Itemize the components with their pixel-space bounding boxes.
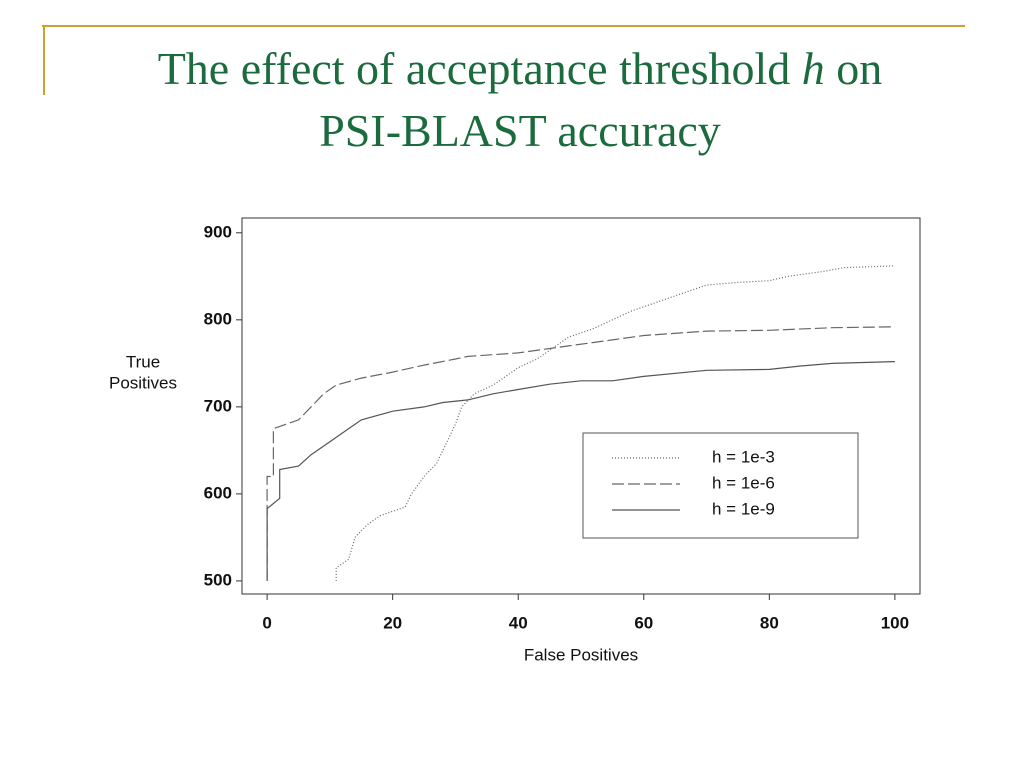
x-tick-label: 60	[634, 613, 653, 632]
x-tick-label: 20	[383, 613, 402, 632]
y-axis-label: True	[126, 352, 160, 371]
plot-frame	[241, 217, 921, 595]
x-tick-label: 100	[881, 613, 909, 632]
y-tick-label: 800	[204, 309, 232, 328]
title-part: PSI-BLAST accuracy	[319, 105, 721, 156]
x-tick-label: 0	[262, 613, 271, 632]
series-line	[266, 326, 895, 581]
y-axis-label: Positives	[109, 373, 177, 392]
title-part: on	[836, 43, 883, 94]
legend-label: h = 1e-3	[712, 447, 775, 466]
y-tick-label: 900	[204, 222, 232, 241]
y-tick-label: 500	[204, 570, 232, 589]
legend-label: h = 1e-6	[712, 473, 775, 492]
x-axis-label: False Positives	[524, 645, 638, 664]
title-part: h	[801, 43, 825, 94]
x-tick-label: 80	[760, 613, 779, 632]
legend-label: h = 1e-9	[712, 499, 775, 518]
title-part: The effect of acceptance threshold	[157, 43, 791, 94]
slide-title: The effect of acceptance threshold h on P…	[60, 38, 980, 162]
y-tick-label: 600	[204, 483, 232, 502]
y-tick-label: 700	[204, 396, 232, 415]
legend-box	[582, 432, 859, 539]
series-line	[266, 361, 895, 581]
x-tick-label: 40	[509, 613, 528, 632]
